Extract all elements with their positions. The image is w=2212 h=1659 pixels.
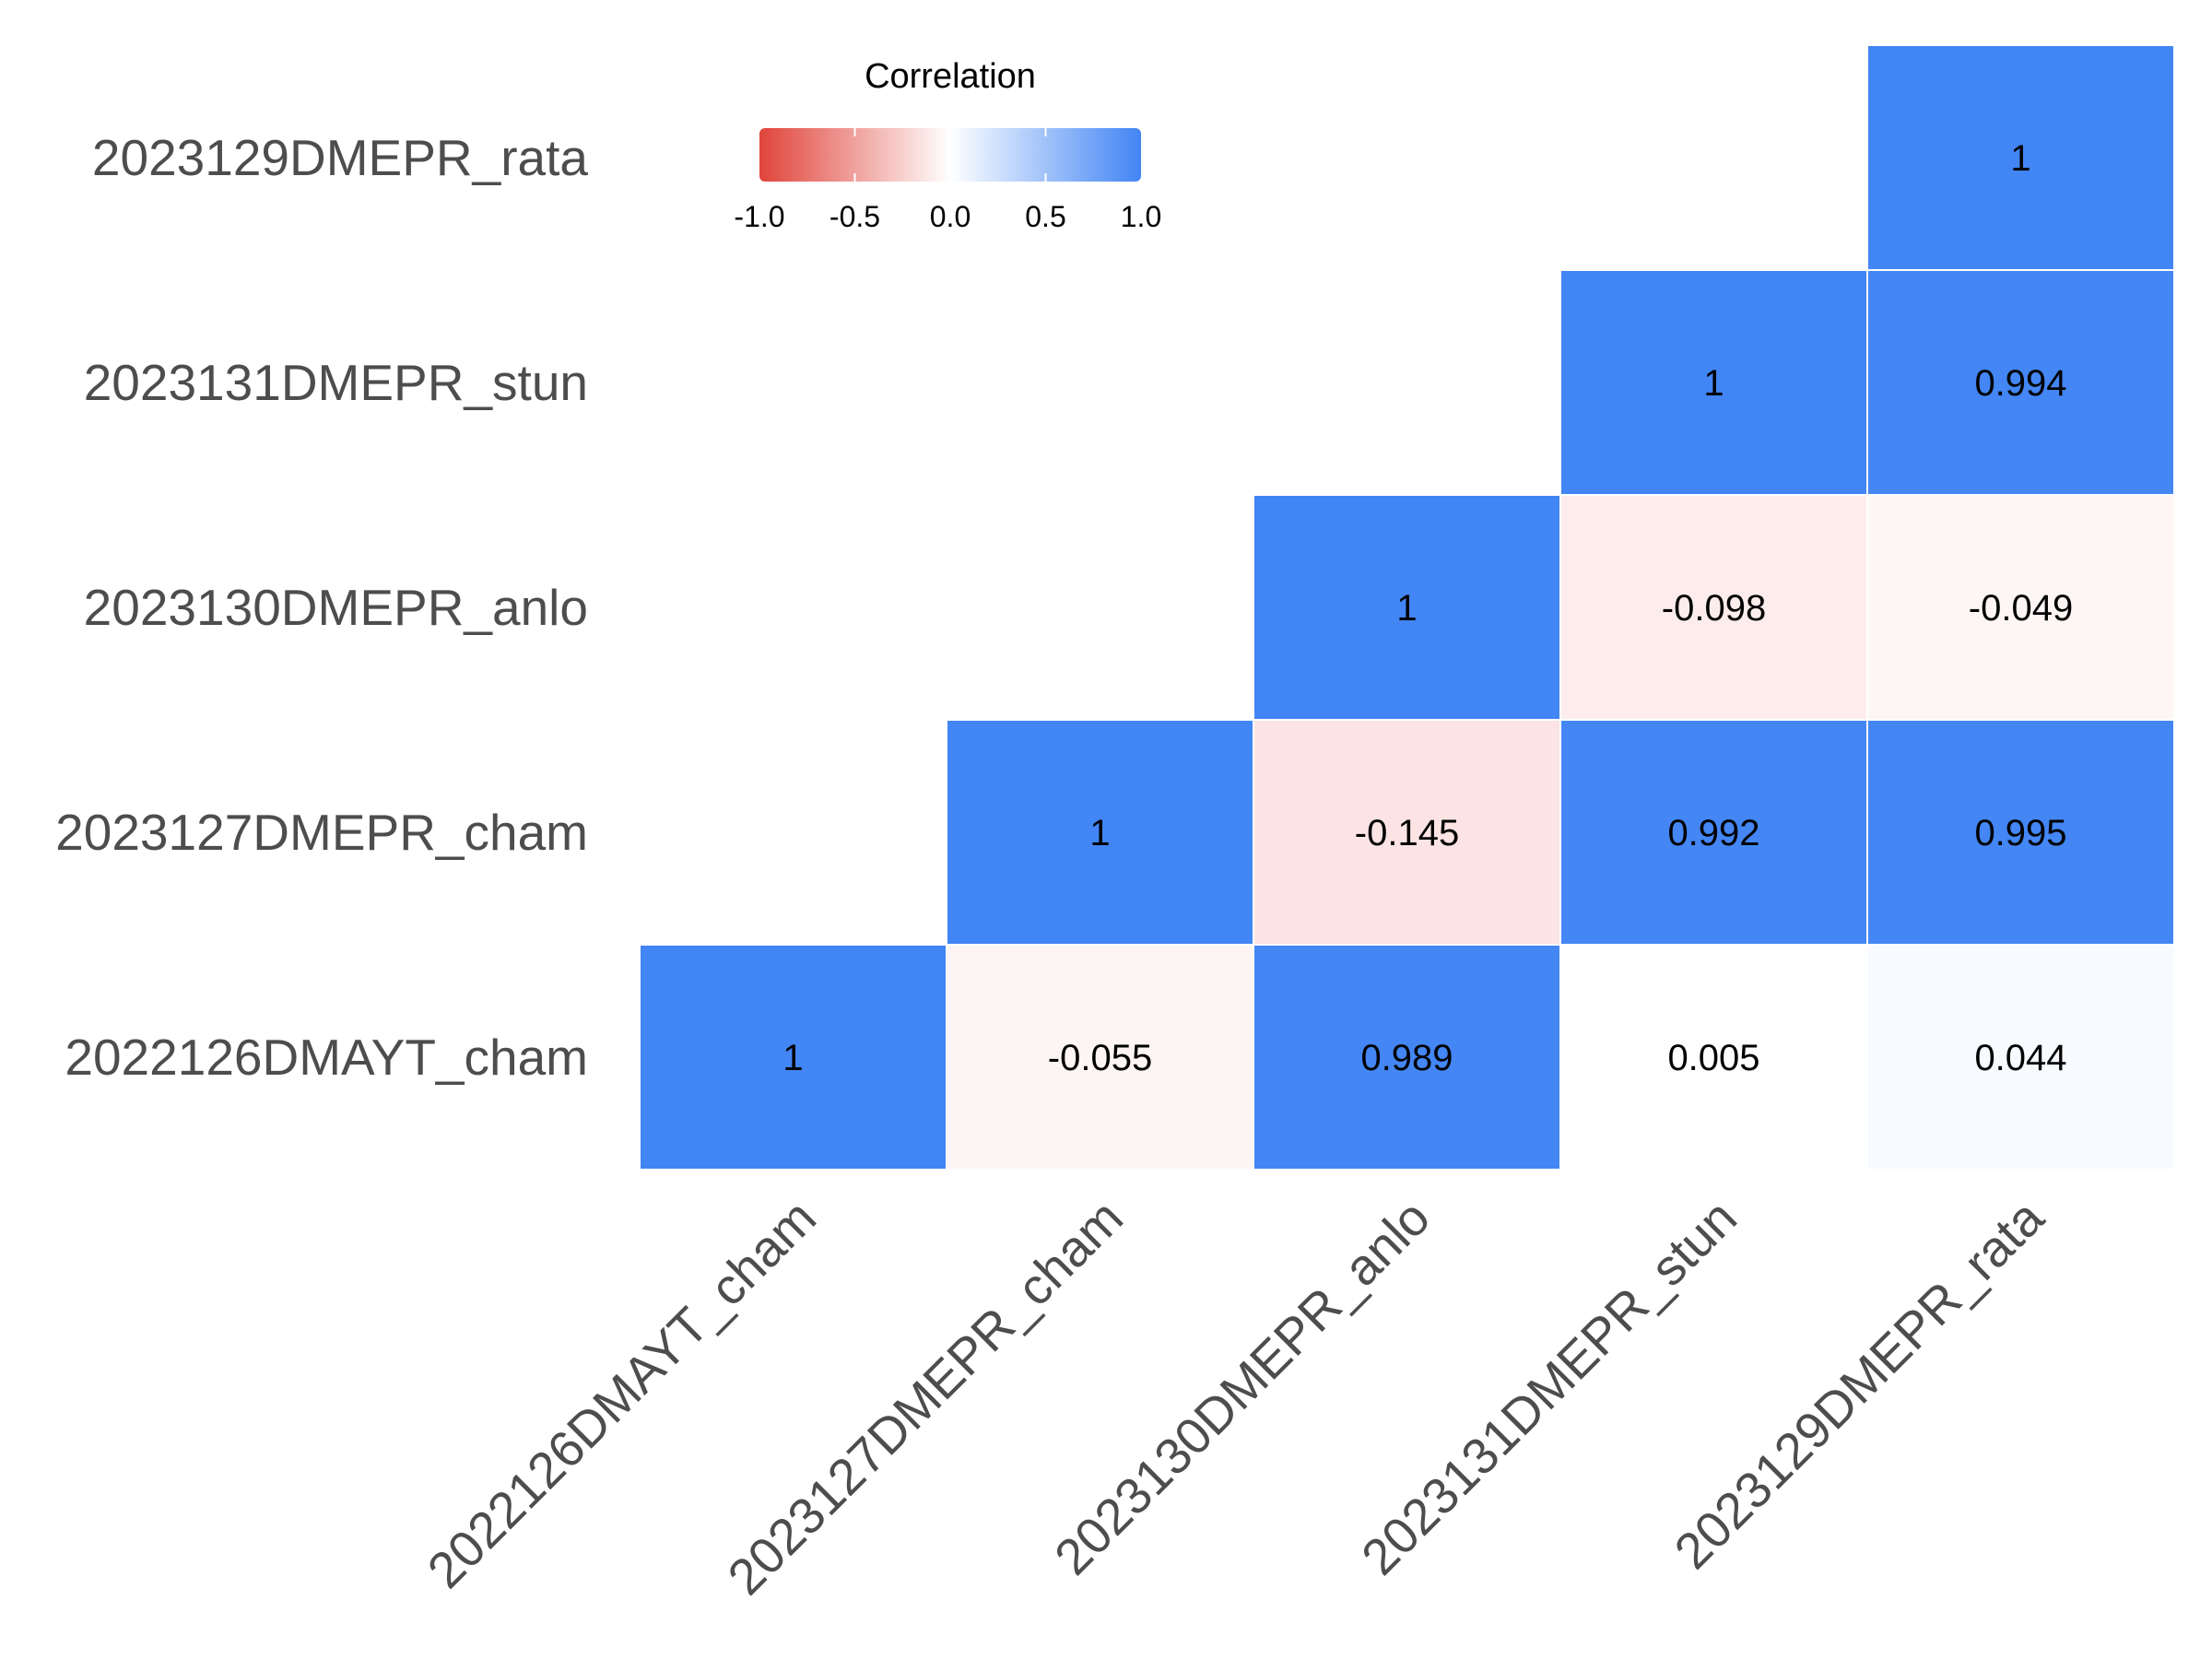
legend-ticks: -1.0 -0.5 0.0 0.5 1.0	[734, 128, 1161, 233]
cell-value-label: 1	[782, 1038, 803, 1078]
cell-value-label: 0.994	[1974, 363, 2066, 404]
heatmap-cell	[947, 946, 1253, 1169]
legend-tick-label: -0.5	[830, 200, 880, 233]
cell-value-label: 1	[1089, 813, 1110, 853]
heatmap-cell	[1561, 496, 1866, 719]
cell-value-label: -0.049	[1969, 588, 2073, 629]
heatmap-cell	[1254, 496, 1559, 719]
cell-value-label: -0.145	[1355, 813, 1459, 853]
legend-tick-label: 1.0	[1121, 200, 1161, 233]
cell-value-label: 1	[1703, 363, 1724, 404]
heatmap-cell	[1254, 946, 1559, 1169]
heatmap-cell	[1561, 946, 1866, 1169]
cell-value-label: -0.098	[1662, 588, 1766, 629]
cell-value-label: 1	[1396, 588, 1417, 629]
heatmap-cell	[1868, 721, 2173, 944]
heatmap-cell	[1561, 721, 1866, 944]
heatmap-cells	[641, 46, 2173, 1169]
color-legend: Correlation -1.0 -0.5 0.0 0.5 1.0	[734, 57, 1161, 233]
cell-value-label: 0.005	[1667, 1038, 1759, 1078]
y-axis-tick-label: 2022126DMAYT_cham	[65, 1029, 588, 1086]
heatmap-cell	[1868, 496, 2173, 719]
heatmap-cell	[641, 946, 946, 1169]
cell-value-label: 0.044	[1974, 1038, 2066, 1078]
y-axis-tick-label: 2023127DMEPR_cham	[55, 804, 588, 861]
cell-value-label: -0.055	[1048, 1038, 1152, 1078]
cell-value-label: 0.995	[1974, 813, 2066, 853]
heatmap-cell	[1254, 721, 1559, 944]
y-axis-tick-label: 2023130DMEPR_anlo	[84, 579, 588, 636]
y-axis-tick-label: 2023131DMEPR_stun	[84, 354, 588, 411]
x-axis-tick-labels: 2022126DMAYT_cham2023127DMEPR_cham202313…	[417, 1188, 2054, 1606]
y-axis-tick-label: 2023129DMEPR_rata	[92, 129, 589, 186]
heatmap-cell	[1868, 46, 2173, 269]
legend-tick-label: -1.0	[734, 200, 784, 233]
legend-title: Correlation	[865, 57, 1036, 96]
cell-value-label: 0.989	[1360, 1038, 1453, 1078]
heatmap-cell	[1868, 946, 2173, 1169]
heatmap-cell-labels: 1 -0.055 0.989 0.005 0.044 1 -0.145 0.992 0.995 1…	[782, 138, 2073, 1078]
cell-value-label: 0.992	[1667, 813, 1759, 853]
heatmap-cell	[1561, 271, 1866, 494]
cell-value-label: 1	[2010, 138, 2030, 179]
legend-colorbar	[759, 128, 1141, 182]
legend-tick-label: 0.0	[930, 200, 971, 233]
y-axis-tick-labels: 2022126DMAYT_cham 2023127DMEPR_cham 202313…	[55, 129, 588, 1086]
legend-tick-label: 0.5	[1025, 200, 1065, 233]
heatmap-cell	[1868, 271, 2173, 494]
heatmap-cell	[947, 721, 1253, 944]
